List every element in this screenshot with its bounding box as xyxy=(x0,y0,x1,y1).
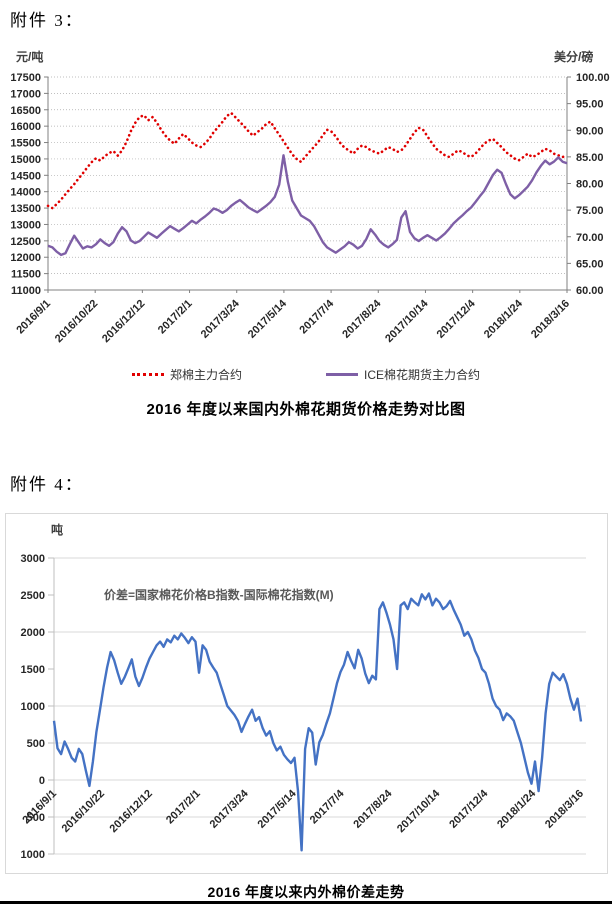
x-axis-date-label: 2018/1/24 xyxy=(482,297,526,341)
x-axis-date-label: 2017/3/24 xyxy=(208,787,252,831)
right-axis-tick-label: 90.00 xyxy=(576,125,604,137)
spread-axis-unit-label: 吨 xyxy=(51,523,64,537)
x-axis-date-label: 2016/10/22 xyxy=(53,298,100,345)
right-axis-tick-label: 65.00 xyxy=(576,258,604,270)
right-axis-tick-label: 70.00 xyxy=(576,232,604,244)
x-axis-date-label: 2017/2/1 xyxy=(156,298,195,337)
legend-item-ice: ICE棉花期货主力合约 xyxy=(326,366,480,383)
negative-y-tick-label: 500 xyxy=(27,812,45,824)
y-axis-tick-label: 500 xyxy=(27,738,45,750)
x-axis-date-label: 2017/10/14 xyxy=(383,297,431,345)
left-axis-tick-label: 15500 xyxy=(10,138,41,150)
x-axis-date-label: 2017/3/24 xyxy=(199,297,243,341)
y-axis-tick-label: 1000 xyxy=(21,701,45,713)
x-axis-date-label: 2017/2/1 xyxy=(164,788,203,827)
left-axis-tick-label: 14000 xyxy=(10,187,41,199)
y-axis-tick-label: 1500 xyxy=(21,664,45,676)
y-axis-tick-label: 2500 xyxy=(21,590,45,602)
attachment-3-label: 附件 3： xyxy=(10,11,84,30)
x-axis-date-label: 2017/10/14 xyxy=(395,787,443,835)
page-bottom-rule xyxy=(0,901,612,904)
purple-solid-line-sample xyxy=(326,373,358,376)
left-axis-tick-label: 15000 xyxy=(10,154,41,166)
ice-series-line xyxy=(47,154,568,257)
left-axis-tick-label: 13000 xyxy=(10,219,41,231)
x-axis-date-label: 2017/8/24 xyxy=(351,787,395,831)
x-axis-date-label: 2017/7/4 xyxy=(308,787,347,826)
x-axis-date-label: 2017/5/14 xyxy=(256,787,300,831)
x-axis-date-label: 2018/3/16 xyxy=(529,298,572,341)
x-axis-date-label: 2018/1/24 xyxy=(495,787,539,831)
left-axis-tick-label: 11000 xyxy=(11,285,41,297)
right-axis-tick-label: 100.00 xyxy=(576,72,610,84)
legend-label-zhengmian: 郑棉主力合约 xyxy=(169,368,242,382)
left-axis-tick-label: 12500 xyxy=(10,236,41,248)
left-axis-tick-label: 11500 xyxy=(11,269,41,281)
x-axis-date-label: 2016/9/1 xyxy=(14,298,53,337)
y-axis-tick-label: 0 xyxy=(39,775,45,787)
price-spread-chart-frame: 3000 2500 2000 1500 1000 500 0 500 1000 2016/9/1 2… xyxy=(5,513,608,874)
x-axis-date-label: 2016/10/22 xyxy=(60,788,107,835)
left-axis-tick-label: 16500 xyxy=(10,105,41,117)
x-axis-date-label: 2017/12/4 xyxy=(447,787,491,831)
futures-price-comparison-plot: 11000 11500 12000 12500 13000 13500 14000 14500… xyxy=(10,72,610,345)
left-axis-tick-label: 14500 xyxy=(10,170,41,182)
spread-series-line xyxy=(52,592,583,852)
x-axis-date-label: 2017/7/4 xyxy=(297,297,336,336)
right-axis-unit-label: 美分/磅 xyxy=(554,50,594,64)
zhengmian-series-line xyxy=(46,111,569,210)
legend-item-zhengmian: 郑棉主力合约 xyxy=(131,366,242,383)
left-axis-unit-label: 元/吨 xyxy=(16,50,44,64)
x-axis-date-label: 2017/8/24 xyxy=(340,297,384,341)
right-axis-tick-label: 80.00 xyxy=(576,179,604,191)
right-axis-tick-label: 60.00 xyxy=(576,285,604,297)
x-axis-date-label: 2016/12/12 xyxy=(100,298,147,345)
chart1-legend: 郑棉主力合约 ICE棉花期货主力合约 xyxy=(0,366,612,383)
legend-label-ice: ICE棉花期货主力合约 xyxy=(364,368,481,382)
x-axis-date-label: 2018/3/16 xyxy=(543,788,586,831)
right-axis-tick-label: 95.00 xyxy=(576,99,604,111)
left-axis-tick-label: 16000 xyxy=(10,121,41,133)
x-axis-date-label: 2017/5/14 xyxy=(246,297,290,341)
left-axis-tick-label: 17500 xyxy=(10,72,41,84)
right-axis-tick-label: 85.00 xyxy=(576,152,604,164)
right-axis-tick-label: 75.00 xyxy=(576,205,604,217)
y-axis-tick-label: 3000 xyxy=(21,553,45,565)
left-axis-tick-label: 12000 xyxy=(10,252,41,264)
negative-y-tick-label: 1000 xyxy=(21,849,45,861)
left-axis-tick-label: 13500 xyxy=(10,203,41,215)
chart2-title: 2016 年度以来内外棉价差走势 xyxy=(207,884,405,900)
red-dotted-line-sample xyxy=(131,373,164,376)
spread-formula-annotation: 价差=国家棉花价格B指数-国际棉花指数(M) xyxy=(104,588,334,602)
left-axis-tick-label: 17000 xyxy=(10,88,41,100)
x-axis-date-label: 2017/12/4 xyxy=(435,297,479,341)
x-axis-date-label: 2016/12/12 xyxy=(108,788,155,835)
y-axis-tick-label: 2000 xyxy=(21,627,45,639)
chart1-title: 2016 年度以来国内外棉花期货价格走势对比图 xyxy=(146,401,466,418)
attachment-4-label: 附件 4： xyxy=(10,475,84,494)
